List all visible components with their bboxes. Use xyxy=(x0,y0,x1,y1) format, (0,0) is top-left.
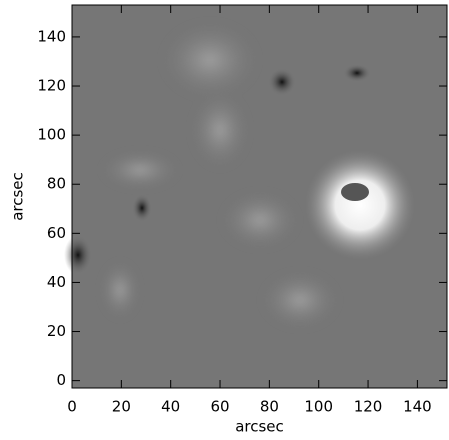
x-tick-label: 40 xyxy=(161,398,180,416)
y-tick-label: 20 xyxy=(47,322,66,340)
y-tick-label: 100 xyxy=(37,126,66,144)
y-tick-label: 80 xyxy=(47,175,66,193)
x-tick-label: 80 xyxy=(260,398,279,416)
x-tick-label: 0 xyxy=(67,398,77,416)
y-tick-label: 60 xyxy=(47,224,66,242)
x-tick-label: 60 xyxy=(210,398,229,416)
x-axis-label: arcsec xyxy=(235,418,284,436)
plot-frame xyxy=(71,4,448,389)
y-axis-label: arcsec xyxy=(9,172,27,221)
y-tick-label: 0 xyxy=(56,371,66,389)
y-tick-label: 140 xyxy=(37,27,66,45)
magnetogram-image xyxy=(64,5,447,388)
x-tick-label: 100 xyxy=(304,398,333,416)
x-tick-label: 120 xyxy=(354,398,383,416)
y-tick-label: 40 xyxy=(47,273,66,291)
x-tick-label: 140 xyxy=(403,398,432,416)
x-tick-label: 20 xyxy=(112,398,131,416)
y-tick-label: 120 xyxy=(37,77,66,95)
